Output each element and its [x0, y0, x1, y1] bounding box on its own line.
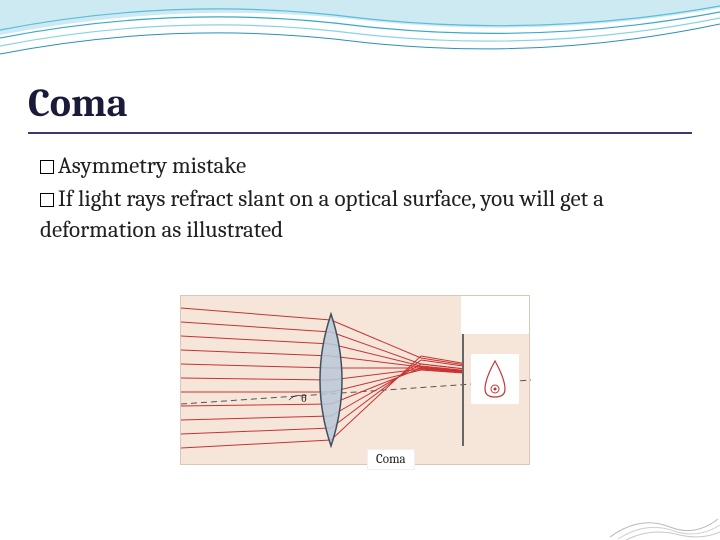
bullet-marker-icon: [40, 193, 54, 207]
title-underline: [28, 132, 692, 134]
coma-diagram: θ Coma: [180, 295, 540, 495]
content-area: Asymmetry mistake If light rays refract …: [40, 150, 680, 247]
diagram-coma-spot-panel: [471, 354, 519, 404]
diagram-caption: Coma: [367, 449, 415, 470]
diagram-white-patch-top: [461, 296, 529, 334]
corner-swirl-decoration: [600, 505, 720, 540]
wave-decoration: [0, 0, 720, 75]
slide-title: Coma: [28, 80, 692, 132]
bullet-item: Asymmetry mistake: [40, 150, 680, 181]
bullet-text: Asymmetry mistake: [58, 152, 246, 179]
svg-text:θ: θ: [301, 391, 307, 405]
bullet-item: If light rays refract slant on a optical…: [40, 183, 680, 245]
bullet-marker-icon: [40, 160, 54, 174]
bullet-text: If light rays refract slant on a optical…: [40, 185, 604, 243]
title-area: Coma: [28, 80, 692, 134]
diagram-background: θ Coma: [180, 295, 530, 465]
coma-spot-icon: [475, 357, 515, 401]
